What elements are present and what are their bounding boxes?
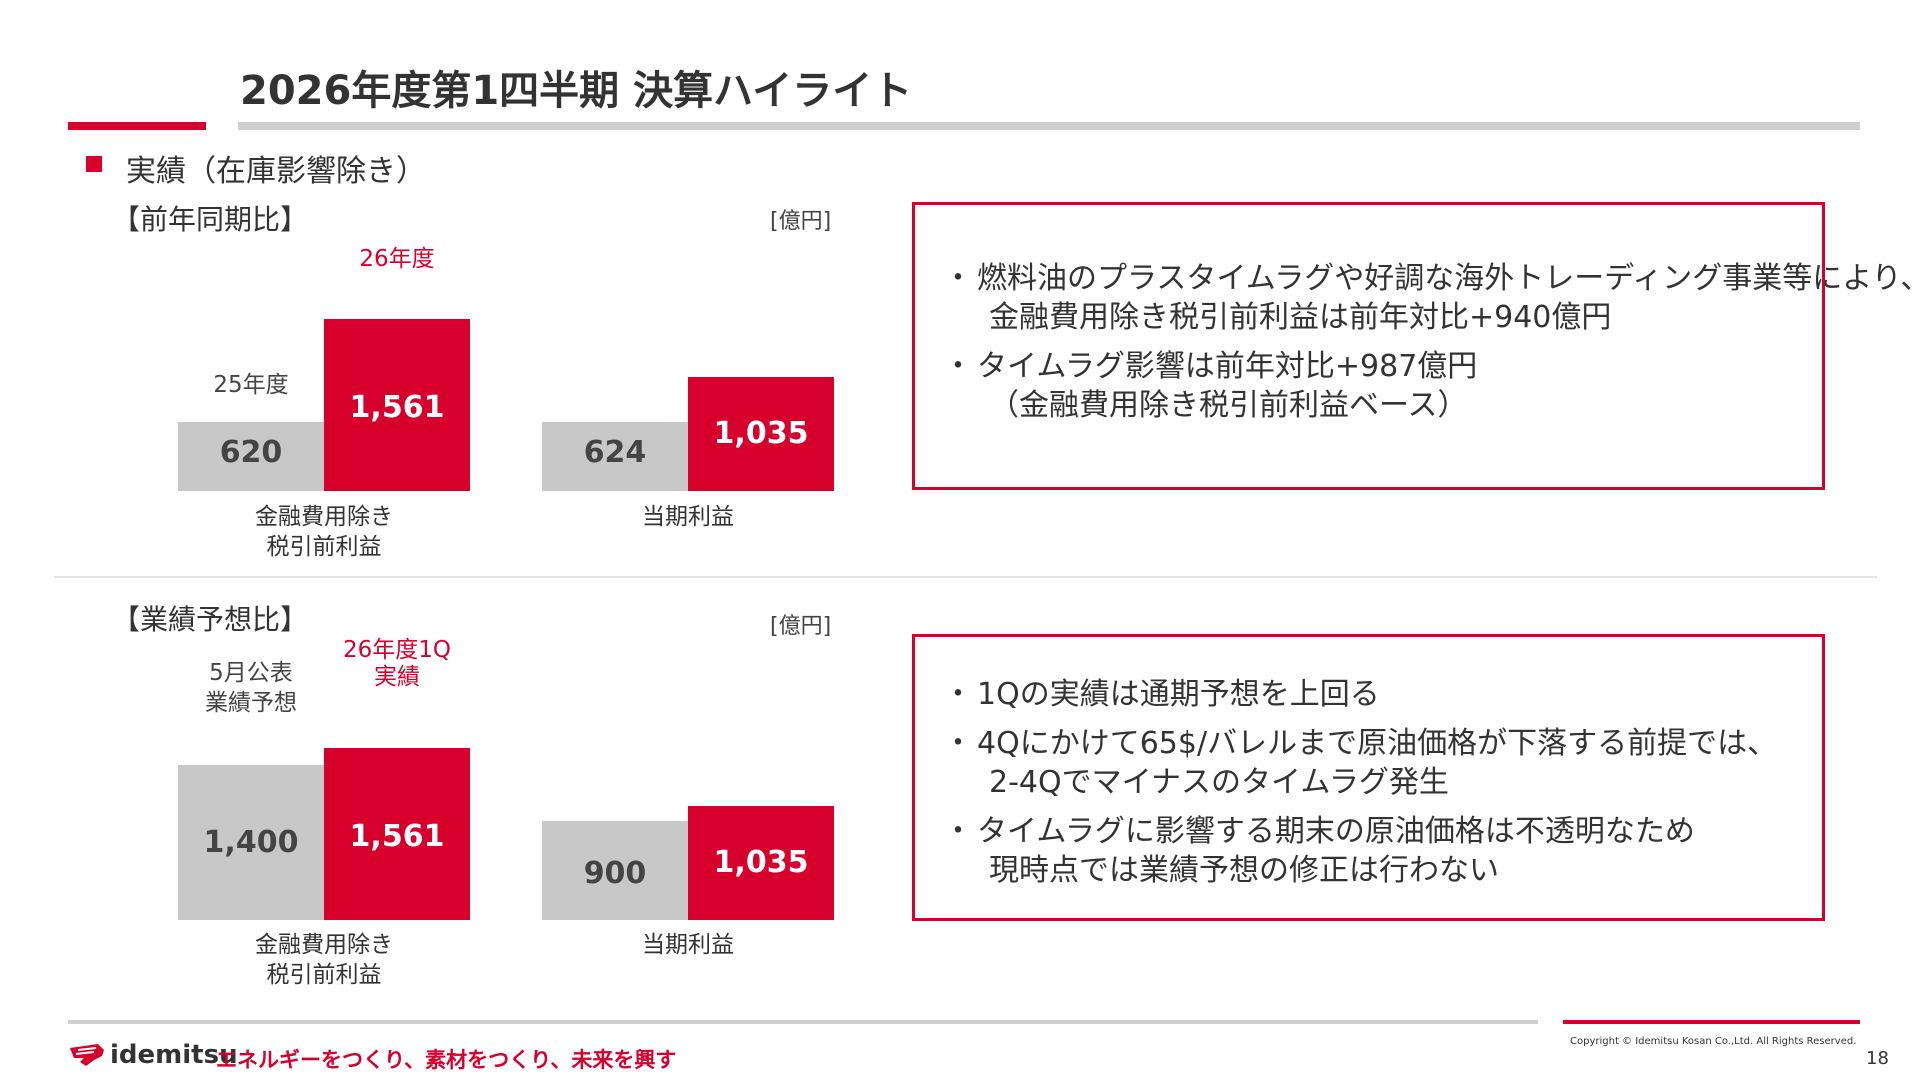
- yoy-category-net: 当期利益: [642, 504, 734, 530]
- yoy-bullet-2: ・タイムラグ影響は前年対比+987億円 （金融費用除き税引前利益ベース）: [943, 349, 1478, 423]
- fc-category-pretax: 金融費用除き 税引前利益: [178, 930, 470, 990]
- fc-unit-label: [億円]: [770, 614, 832, 639]
- yoy-subtitle: 【前年同期比】: [112, 203, 309, 236]
- fc-bar-net-forecast: 900: [542, 821, 688, 920]
- yoy-bar-net-curr: 1,035: [688, 377, 834, 491]
- yoy-category-pretax-line1: 金融費用除き: [255, 504, 393, 530]
- yoy-bar-pretax-prev: 620: [178, 422, 324, 491]
- fc-value-net-forecast: 900: [583, 856, 647, 891]
- footer-rule: [68, 1020, 1538, 1024]
- footer-accent-rule: [1563, 1020, 1860, 1024]
- fc-category-pretax-line1: 金融費用除き: [255, 932, 393, 958]
- fc-bar-pretax-actual: 1,561: [324, 748, 470, 920]
- logo-wordmark: idemitsu: [110, 1040, 238, 1070]
- section-divider: [54, 576, 1877, 578]
- yoy-bullet-1: ・燃料油のプラスタイムラグや好調な海外トレーディング事業等により、 金融費用除き税…: [943, 261, 1920, 335]
- fc-value-pretax-forecast: 1,400: [203, 825, 299, 860]
- yoy-prev-series-label: 25年度: [213, 372, 289, 398]
- fc-bullet-2: ・ 4Qにかけて65$/バレルまで原油価格が下落する前提では、 2-4Qでマイナスの…: [943, 726, 1778, 800]
- yoy-value-pretax-curr: 1,561: [349, 390, 445, 425]
- fc-bar-pretax-forecast: 1,400: [178, 765, 324, 920]
- yoy-value-net-prev: 624: [583, 435, 647, 470]
- fc-bar-net-actual: 1,035: [688, 806, 834, 920]
- fc-prev-series-label-line2: 業績予想: [205, 690, 297, 716]
- fc-category-pretax-line2: 税引前利益: [266, 962, 382, 988]
- yoy-unit-label: [億円]: [770, 209, 832, 234]
- fc-bullet-3: ・タイムラグに影響する期末の原油価格は不透明なため 現時点では業績予想の修正は行わ…: [943, 814, 1695, 888]
- yoy-commentary-box: ・燃料油のプラスタイムラグや好調な海外トレーディング事業等により、 金融費用除き税…: [912, 202, 1920, 490]
- title-underline: [238, 122, 1860, 130]
- fc-prev-series-label: 5月公表 業績予想: [178, 658, 324, 718]
- copyright-notice: Copyright © Idemitsu Kosan Co.,Ltd. All …: [1570, 1036, 1857, 1047]
- yoy-bullet-list: ・燃料油のプラスタイムラグや好調な海外トレーディング事業等により、 金融費用除き税…: [935, 259, 1920, 435]
- idemitsu-logo-icon: [70, 1044, 104, 1066]
- section-bullet-square-icon: [86, 156, 102, 172]
- fc-value-pretax-actual: 1,561: [349, 819, 445, 854]
- fc-prev-series-label-line1: 5月公表: [209, 660, 293, 686]
- fc-curr-series-label-line1: 26年度1Q: [342, 637, 451, 663]
- yoy-value-pretax-prev: 620: [219, 435, 283, 470]
- page-title: 2026年度第1四半期 決算ハイライト: [240, 68, 913, 114]
- title-accent-bar: [68, 122, 206, 130]
- fc-commentary-box: ・ 1Qの実績は通期予想を上回る ・ 4Qにかけて65$/バレルまで原油価格が下落す…: [912, 634, 1825, 921]
- fc-value-net-actual: 1,035: [713, 845, 809, 880]
- fc-subtitle: 【業績予想比】: [112, 603, 309, 636]
- yoy-bar-net-prev: 624: [542, 422, 688, 491]
- section-label: 実績（在庫影響除き）: [126, 154, 426, 189]
- yoy-category-pretax-line2: 税引前利益: [266, 534, 382, 560]
- yoy-value-net-curr: 1,035: [713, 416, 809, 451]
- yoy-bar-pretax-curr: 1,561: [324, 319, 470, 491]
- fc-bullet-1: ・ 1Qの実績は通期予想を上回る: [943, 677, 1380, 712]
- fc-bullet-list: ・ 1Qの実績は通期予想を上回る ・ 4Qにかけて65$/バレルまで原油価格が下落す…: [935, 675, 1777, 900]
- fc-category-net: 当期利益: [642, 932, 734, 958]
- page-number: 18: [1866, 1048, 1889, 1069]
- fc-curr-series-label: 26年度1Q 実績: [324, 637, 470, 691]
- fc-curr-series-label-line2: 実績: [374, 664, 420, 690]
- yoy-curr-series-label: 26年度: [359, 246, 435, 272]
- yoy-category-pretax: 金融費用除き 税引前利益: [178, 502, 470, 562]
- footer-slogan: エネルギーをつくり、素材をつくり、未来を興す: [216, 1048, 677, 1072]
